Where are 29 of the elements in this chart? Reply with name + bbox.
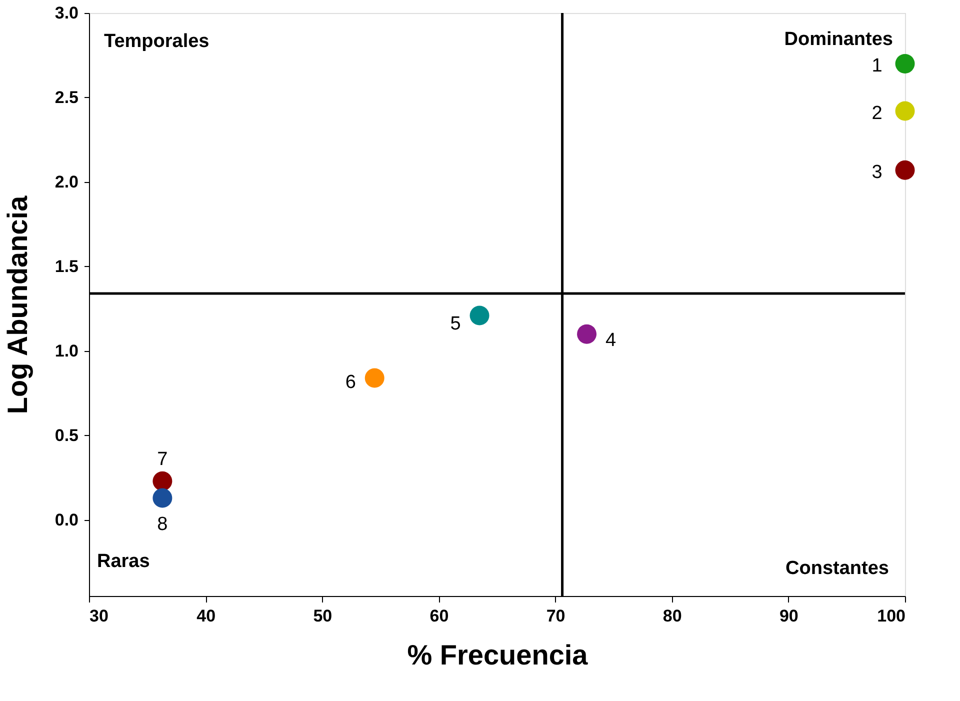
series-label: 3 <box>872 162 882 184</box>
y-tick-label: 2.0 <box>54 172 78 192</box>
x-tick-label: 90 <box>779 606 798 626</box>
y-tick-label: 3.0 <box>54 4 78 22</box>
series-label: 4 <box>605 330 616 352</box>
y-tick-label: 0.0 <box>54 510 78 530</box>
x-tick-label: 40 <box>196 606 216 626</box>
series-label: 7 <box>157 449 168 470</box>
x-axis-title: % Frecuencia <box>407 640 588 670</box>
x-tick-label: 60 <box>430 606 449 626</box>
series-label: 5 <box>450 313 461 334</box>
x-tick-label: 100 <box>877 606 906 626</box>
x-tick-label: 50 <box>313 606 332 626</box>
series-label: 1 <box>872 56 882 77</box>
y-tick-label: 1.0 <box>54 341 78 360</box>
y-tick-label: 1.5 <box>54 256 78 276</box>
series-label: 2 <box>872 103 882 124</box>
y-axis-title: Log Abundancia <box>2 195 33 414</box>
y-tick-label: 0.5 <box>54 426 78 445</box>
annotation: Dominantes <box>784 29 893 50</box>
y-tick-label: 2.5 <box>54 88 78 107</box>
annotation: Temporales <box>104 31 210 52</box>
x-tick-label: 80 <box>662 606 682 626</box>
series-label: 6 <box>345 372 356 394</box>
x-tick-label: 70 <box>546 606 566 626</box>
annotation: Raras <box>97 551 150 572</box>
series-label: 8 <box>157 514 168 535</box>
x-tick-label: 30 <box>90 606 108 626</box>
annotation: Constantes <box>786 558 889 579</box>
